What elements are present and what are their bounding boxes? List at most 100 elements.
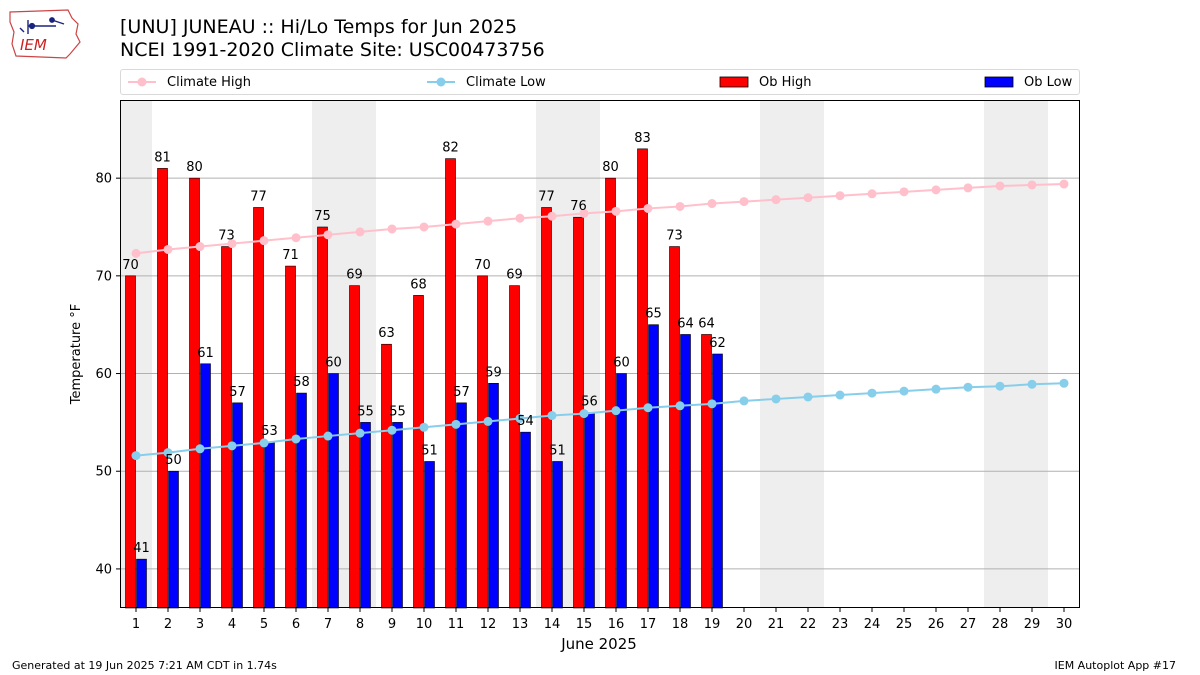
x-tick-label: 19 bbox=[704, 617, 721, 632]
point-climate-low bbox=[899, 386, 909, 396]
label-ob-low: 65 bbox=[645, 307, 662, 322]
point-climate-high bbox=[803, 193, 813, 203]
logo-text: IEM bbox=[20, 36, 47, 54]
bar-ob-low bbox=[264, 441, 275, 609]
point-climate-high bbox=[1027, 180, 1037, 190]
bar-ob-high bbox=[605, 177, 616, 609]
label-ob-high: 83 bbox=[634, 131, 651, 146]
label-ob-high: 69 bbox=[346, 268, 363, 283]
label-ob-high: 80 bbox=[602, 160, 619, 175]
bar-ob-high bbox=[253, 207, 264, 609]
x-tick-label: 28 bbox=[992, 617, 1009, 632]
point-climate-high bbox=[611, 206, 621, 216]
point-climate-low bbox=[355, 428, 365, 438]
x-tick-label: 14 bbox=[544, 617, 561, 632]
x-tick-label: 21 bbox=[768, 617, 785, 632]
x-tick-label: 8 bbox=[356, 617, 364, 632]
label-ob-low: 57 bbox=[453, 385, 470, 400]
label-ob-high: 82 bbox=[442, 141, 459, 156]
bar-ob-low bbox=[552, 461, 563, 609]
generated-note: Generated at 19 Jun 2025 7:21 AM CDT in … bbox=[12, 659, 277, 672]
bar-ob-high bbox=[477, 275, 488, 609]
label-ob-low: 51 bbox=[421, 443, 438, 458]
label-ob-high: 63 bbox=[378, 326, 395, 341]
point-climate-high bbox=[323, 230, 333, 240]
label-ob-high: 73 bbox=[666, 229, 683, 244]
point-climate-high bbox=[227, 239, 237, 249]
x-tick-label: 22 bbox=[800, 617, 817, 632]
bar-ob-high bbox=[157, 168, 168, 609]
x-tick-label: 2 bbox=[164, 617, 172, 632]
point-climate-low bbox=[195, 444, 205, 454]
label-ob-low: 60 bbox=[325, 356, 342, 371]
point-climate-low bbox=[1059, 378, 1069, 388]
chart-legend: Climate High Climate Low Ob High Ob Low bbox=[120, 69, 1080, 95]
bar-ob-high bbox=[381, 343, 392, 609]
y-tick-label: 40 bbox=[95, 562, 112, 577]
weekend-shade bbox=[984, 100, 1048, 608]
label-ob-high: 69 bbox=[506, 268, 523, 283]
point-climate-low bbox=[483, 416, 493, 426]
point-climate-high bbox=[899, 187, 909, 197]
point-climate-high bbox=[515, 213, 525, 223]
label-ob-high: 68 bbox=[410, 277, 427, 292]
bar-ob-low bbox=[712, 353, 723, 609]
x-tick-label: 3 bbox=[196, 617, 204, 632]
label-ob-high: 80 bbox=[186, 160, 203, 175]
x-tick-label: 27 bbox=[960, 617, 977, 632]
point-climate-low bbox=[835, 390, 845, 400]
point-climate-high bbox=[995, 181, 1005, 191]
weekend-shade bbox=[760, 100, 824, 608]
point-climate-low bbox=[515, 413, 525, 423]
point-climate-high bbox=[419, 222, 429, 232]
label-ob-low: 57 bbox=[229, 385, 246, 400]
label-ob-low: 56 bbox=[581, 395, 598, 410]
bar-ob-low bbox=[328, 373, 339, 609]
plot-frame bbox=[120, 100, 1080, 608]
point-climate-low bbox=[867, 388, 877, 398]
point-climate-high bbox=[547, 211, 557, 221]
label-ob-low: 64 bbox=[677, 316, 694, 331]
bar-ob-low bbox=[680, 334, 691, 609]
label-ob-low: 55 bbox=[389, 404, 406, 419]
line-climate-high bbox=[135, 183, 1065, 255]
label-ob-low: 41 bbox=[133, 541, 150, 556]
bar-ob-low bbox=[392, 422, 403, 609]
bar-ob-low bbox=[424, 461, 435, 609]
label-ob-low: 58 bbox=[293, 375, 310, 390]
y-tick-label: 70 bbox=[95, 269, 112, 284]
x-tick-label: 4 bbox=[228, 617, 236, 632]
point-climate-high bbox=[131, 248, 141, 258]
label-ob-high: 64 bbox=[698, 316, 715, 331]
point-climate-high bbox=[259, 236, 269, 246]
point-climate-high bbox=[387, 224, 397, 234]
point-climate-high bbox=[835, 191, 845, 201]
x-tick-label: 29 bbox=[1024, 617, 1041, 632]
point-climate-high bbox=[643, 203, 653, 213]
label-ob-low: 59 bbox=[485, 365, 502, 380]
bar-ob-high bbox=[541, 207, 552, 609]
x-axis-label: June 2025 bbox=[560, 635, 637, 653]
point-climate-low bbox=[387, 425, 397, 435]
bar-ob-low bbox=[584, 412, 595, 609]
x-tick-label: 23 bbox=[832, 617, 849, 632]
point-climate-low bbox=[675, 401, 685, 411]
legend-label: Climate Low bbox=[466, 74, 546, 90]
x-tick-label: 16 bbox=[608, 617, 625, 632]
point-climate-low bbox=[739, 396, 749, 406]
y-tick-label: 80 bbox=[95, 172, 112, 187]
point-climate-low bbox=[131, 451, 141, 461]
point-climate-low bbox=[451, 419, 461, 429]
x-tick-label: 5 bbox=[260, 617, 268, 632]
bar-ob-low bbox=[168, 470, 179, 609]
point-climate-high bbox=[579, 208, 589, 218]
legend-label: Climate High bbox=[167, 74, 252, 90]
x-tick-label: 12 bbox=[480, 617, 497, 632]
label-ob-high: 77 bbox=[538, 189, 555, 204]
bar-ob-high bbox=[317, 226, 328, 609]
bar-ob-high bbox=[125, 275, 136, 609]
point-climate-high bbox=[707, 199, 717, 209]
label-ob-high: 73 bbox=[218, 229, 235, 244]
label-ob-high: 71 bbox=[282, 248, 299, 263]
